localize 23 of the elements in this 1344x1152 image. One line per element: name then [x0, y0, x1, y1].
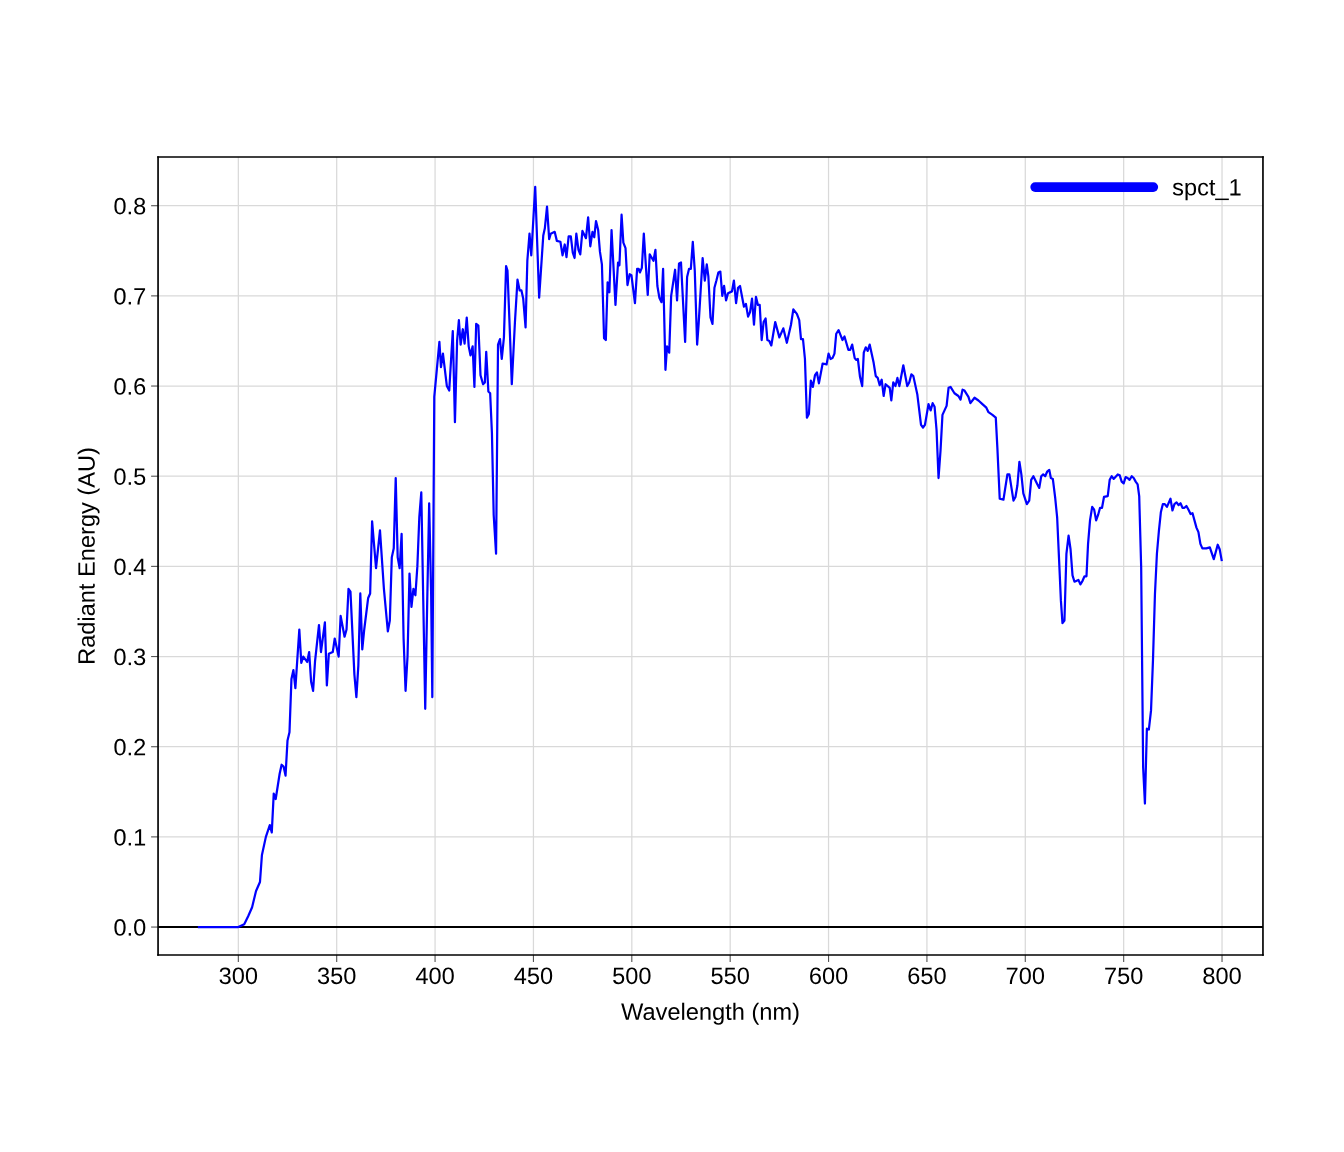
x-tick-label: 300 — [219, 967, 258, 985]
x-axis-title: Wavelength (nm) — [621, 1002, 799, 1025]
x-tick-label: 350 — [317, 967, 356, 985]
y-tick-label: 0.5 — [114, 468, 146, 485]
x-tick-label: 700 — [1006, 967, 1045, 985]
y-tick-label: 0.7 — [114, 287, 146, 305]
x-tick-label: 450 — [514, 967, 553, 985]
text: spct_1 — [1172, 179, 1241, 201]
y-tick-label: 0.3 — [114, 648, 146, 666]
x-tick-label: 750 — [1105, 967, 1143, 985]
x-tick-label: 500 — [613, 967, 651, 985]
x-tick-label: 650 — [908, 967, 946, 985]
y-tick-label: 0.0 — [114, 919, 146, 936]
x-tick-label: 600 — [810, 967, 848, 985]
y-tick-label: 0.2 — [114, 738, 146, 756]
y-tick-label: 0.6 — [114, 378, 146, 395]
x-tick-label: 800 — [1203, 967, 1241, 985]
x-tick-label: 550 — [711, 967, 749, 985]
y-tick-label: 0.4 — [114, 558, 146, 576]
y-tick-label: 0.8 — [114, 197, 146, 215]
y-tick-label: 0.1 — [114, 828, 146, 846]
x-tick-label: 400 — [415, 967, 454, 985]
y-axis-title: Radiant Energy (AU) — [77, 448, 100, 663]
